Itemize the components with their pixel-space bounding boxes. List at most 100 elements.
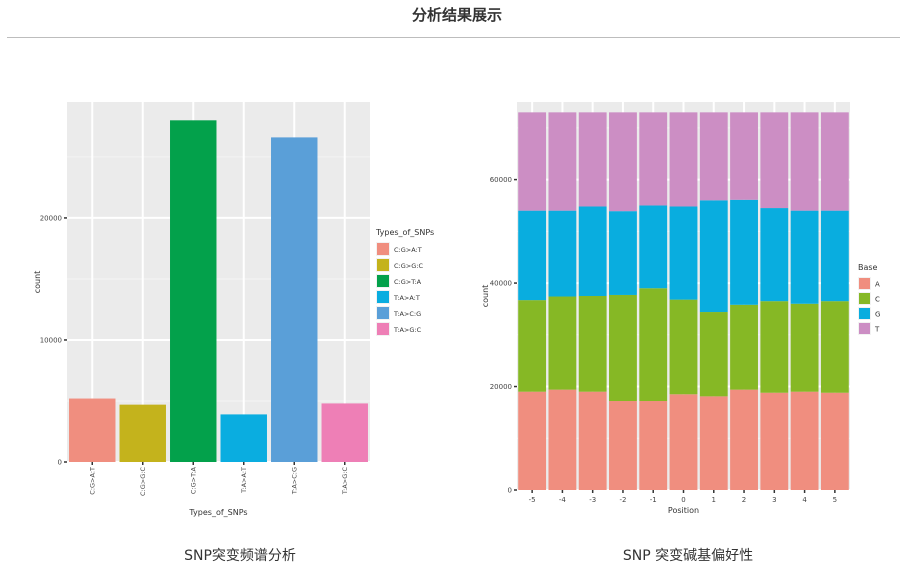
bar-segment-A-pos2 bbox=[730, 389, 758, 490]
bar-segment-A-pos0 bbox=[669, 394, 698, 490]
legend-swatch-T:A>A:T bbox=[377, 291, 389, 303]
legend-label: T:A>A:T bbox=[393, 294, 420, 302]
bar-segment-T-pos4 bbox=[790, 112, 819, 211]
bar-segment-A-pos-5 bbox=[518, 391, 547, 490]
bar-segment-A-pos1 bbox=[699, 396, 728, 490]
y-axis-title: count bbox=[481, 285, 490, 308]
legend-swatch-C:G>G:C bbox=[377, 259, 389, 271]
legend-swatch-G bbox=[859, 308, 870, 319]
legend-label: C:G>A:T bbox=[394, 246, 422, 254]
bar-segment-T-pos-1 bbox=[639, 112, 668, 206]
x-tick-label: -4 bbox=[559, 496, 567, 504]
bar-segment-G-pos1 bbox=[699, 200, 728, 313]
bar-segment-G-pos-3 bbox=[578, 206, 607, 296]
bar-T:A>G:C bbox=[321, 403, 368, 462]
legend-swatch-T bbox=[859, 323, 870, 334]
y-tick-label: 20000 bbox=[40, 214, 62, 222]
legend-label: T:A>G:C bbox=[393, 326, 422, 334]
x-tick-label: C:G>G:C bbox=[139, 467, 147, 496]
y-tick-label: 60000 bbox=[490, 176, 512, 184]
x-tick-label: 0 bbox=[681, 496, 685, 504]
bar-segment-T-pos-5 bbox=[518, 112, 547, 211]
legend-title: Base bbox=[858, 263, 878, 272]
bar-segment-C-pos4 bbox=[790, 303, 819, 392]
legend-label: C bbox=[875, 296, 880, 304]
x-tick-label: -5 bbox=[529, 496, 536, 504]
legend-label: A bbox=[875, 281, 880, 289]
base-preference-svg: 0 20000 40000 60000 -5 -4 -3 -2 -1 0 1 2 3 4 5 Position… bbox=[481, 102, 880, 515]
bar-segment-G-pos5 bbox=[820, 210, 849, 302]
legend-swatch-T:A>C:G bbox=[377, 307, 389, 319]
bar-segment-T-pos5 bbox=[820, 112, 849, 211]
bar-segment-C-pos2 bbox=[730, 304, 758, 390]
caption-snp-spectrum: SNP突变频谱分析 bbox=[184, 548, 296, 564]
bar-segment-G-pos-5 bbox=[518, 210, 547, 301]
bar-segment-T-pos-4 bbox=[548, 112, 577, 211]
y-tick-label: 0 bbox=[508, 487, 512, 495]
y-tick-label: 0 bbox=[58, 459, 62, 467]
x-tick-label: T:A>C:G bbox=[290, 467, 298, 495]
x-tick-label: 5 bbox=[833, 496, 837, 504]
legend-swatch-A bbox=[859, 278, 870, 289]
x-tick-label: C:G>T:A bbox=[189, 466, 197, 494]
bar-C:G>T:A bbox=[170, 120, 217, 462]
x-axis-title: Types_of_SNPs bbox=[188, 508, 247, 517]
bar-segment-C-pos0 bbox=[669, 299, 698, 395]
page-title: 分析结果展示 bbox=[411, 6, 502, 24]
bar-segment-T-pos3 bbox=[760, 112, 789, 209]
bar-segment-A-pos-2 bbox=[609, 401, 637, 490]
legend-swatch-T:A>G:C bbox=[377, 323, 389, 335]
x-tick-label: 4 bbox=[802, 496, 807, 504]
bar-T:A>A:T bbox=[220, 414, 267, 462]
legend-label: G bbox=[875, 311, 880, 319]
legend-label: C:G>T:A bbox=[394, 278, 422, 286]
bar-segment-G-pos3 bbox=[760, 208, 789, 302]
bar-segment-C-pos-4 bbox=[548, 296, 577, 390]
x-tick-label: -3 bbox=[589, 496, 596, 504]
x-tick-label: C:G>A:T bbox=[88, 467, 96, 495]
x-tick-label: T:A>G:C bbox=[341, 467, 349, 496]
legend-swatch-C:G>A:T bbox=[377, 243, 389, 255]
snp-spectrum-svg: 0 10000 20000 C:G>A:T C:G>G:C C:G>T:A T:A>A:T T… bbox=[33, 102, 434, 517]
title-divider bbox=[7, 37, 900, 38]
bar-segment-G-pos-4 bbox=[548, 210, 577, 297]
bar-segment-G-pos-1 bbox=[639, 205, 668, 289]
legend-label: C:G>G:C bbox=[394, 262, 423, 270]
bar-segment-A-pos-4 bbox=[548, 389, 577, 490]
bar-segment-G-pos0 bbox=[669, 206, 698, 300]
x-axis-title: Position bbox=[668, 506, 699, 515]
bar-segment-C-pos-5 bbox=[518, 300, 547, 392]
bar-segment-T-pos1 bbox=[699, 112, 728, 201]
bar-segment-C-pos-3 bbox=[578, 296, 607, 392]
y-tick-label: 20000 bbox=[490, 383, 512, 391]
snp-spectrum-chart: 0 10000 20000 C:G>A:T C:G>G:C C:G>T:A T:A>A:T T… bbox=[24, 95, 454, 529]
bar-segment-C-pos1 bbox=[699, 312, 728, 397]
y-tick-label: 40000 bbox=[490, 280, 512, 288]
x-tick-label: T:A>A:T bbox=[240, 467, 248, 494]
bar-segment-C-pos3 bbox=[760, 301, 789, 393]
bar-segment-G-pos-2 bbox=[609, 211, 637, 295]
legend-label: T bbox=[874, 326, 880, 334]
legend-swatch-C bbox=[859, 293, 870, 304]
y-tick-label: 10000 bbox=[40, 336, 62, 344]
y-axis-title: count bbox=[33, 271, 42, 294]
x-tick-label: -1 bbox=[650, 496, 657, 504]
bar-segment-C-pos5 bbox=[820, 301, 849, 393]
caption-base-preference: SNP 突变碱基偏好性 bbox=[622, 548, 754, 564]
legend-swatch-C:G>T:A bbox=[377, 275, 389, 287]
legend-title: Types_of_SNPs bbox=[375, 228, 434, 237]
legend-label: T:A>C:G bbox=[393, 310, 421, 318]
bar-segment-T-pos0 bbox=[669, 112, 698, 207]
bar-segment-T-pos-2 bbox=[609, 112, 637, 212]
x-tick-label: 2 bbox=[742, 496, 746, 504]
x-tick-label: 3 bbox=[772, 496, 776, 504]
bar-segment-T-pos-3 bbox=[578, 112, 607, 207]
x-tick-label: 1 bbox=[712, 496, 716, 504]
x-tick-label: -2 bbox=[619, 496, 626, 504]
plot-panel bbox=[67, 102, 370, 462]
bar-segment-A-pos3 bbox=[760, 392, 789, 490]
bar-segment-T-pos2 bbox=[730, 112, 758, 200]
bar-segment-G-pos4 bbox=[790, 210, 819, 304]
bar-segment-C-pos-1 bbox=[639, 288, 668, 402]
bar-C:G>A:T bbox=[69, 398, 116, 462]
